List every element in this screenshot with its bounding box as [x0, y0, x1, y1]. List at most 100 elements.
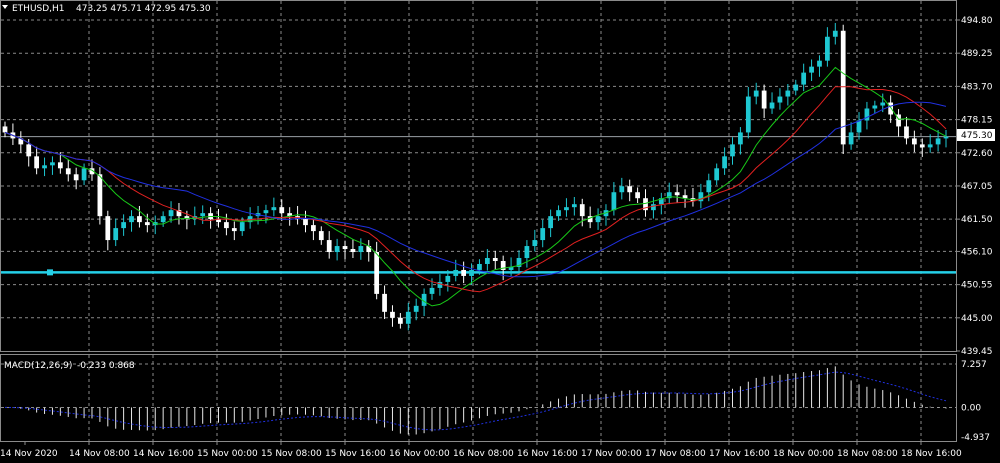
x-tick-label: 18 Nov 16:00 — [901, 449, 962, 459]
candle-body — [587, 216, 593, 223]
candle-body — [911, 138, 917, 145]
candle-body — [832, 30, 838, 37]
y-tick-label: 450.55 — [961, 281, 993, 291]
candle-body — [350, 249, 356, 253]
candle-body — [817, 60, 822, 67]
candle-body — [508, 266, 514, 270]
y-tick-label: 467.05 — [961, 182, 993, 192]
grid — [1, 1, 956, 441]
x-tick-label: 16 Nov 08:00 — [453, 449, 514, 459]
candle-body — [445, 275, 451, 282]
candle-body — [453, 269, 459, 276]
candle-body — [745, 96, 751, 133]
candle-body — [287, 213, 293, 217]
candle-body — [540, 228, 546, 241]
macd-tick-label: 0.00 — [961, 403, 981, 413]
candle-body — [469, 269, 474, 276]
candle-body — [761, 90, 767, 109]
candle-body — [627, 186, 633, 193]
candle-body — [366, 246, 372, 253]
x-tick-label: 15 Nov 08:00 — [261, 449, 322, 459]
macd-signal-line — [4, 371, 947, 431]
current-price-label: 475.30 — [961, 131, 993, 141]
candle-body — [65, 168, 71, 175]
main-panel-border — [0, 0, 957, 352]
candle-body — [81, 168, 87, 181]
level-handle[interactable] — [47, 269, 53, 276]
candle-body — [144, 222, 150, 226]
candle-body — [429, 287, 435, 294]
candle-body — [682, 195, 688, 199]
candle-body — [73, 174, 79, 181]
candle-body — [342, 246, 348, 250]
candle-body — [334, 246, 340, 253]
candle-body — [26, 144, 32, 157]
x-tick-label: 18 Nov 00:00 — [773, 449, 834, 459]
candle-body — [548, 216, 553, 229]
candle-body — [89, 168, 95, 175]
candle-body — [263, 210, 269, 214]
candle-body — [864, 108, 870, 121]
candle-body — [769, 102, 775, 109]
horizontal-level — [1, 136, 956, 276]
candle-body — [706, 180, 712, 193]
y-tick-label: 456.10 — [961, 247, 993, 257]
candle-body — [579, 204, 585, 217]
macd-tick-label: -4.937 — [961, 433, 990, 443]
x-tick-label: 16 Nov 16:00 — [517, 449, 578, 459]
y-tick-label: 461.50 — [961, 215, 993, 225]
candle-body — [437, 281, 443, 288]
candle-body — [674, 192, 680, 196]
y-tick-label: 494.80 — [961, 16, 993, 26]
x-tick-label: 17 Nov 00:00 — [581, 449, 642, 459]
candle-body — [643, 198, 648, 211]
candle-body — [374, 252, 380, 294]
candle-body — [160, 216, 166, 223]
y-tick-label: 472.60 — [961, 149, 993, 159]
candle-body — [801, 72, 807, 85]
candle-body — [571, 204, 577, 208]
candle-body — [935, 138, 941, 145]
candle-body — [279, 207, 285, 214]
candle-body — [34, 156, 40, 169]
x-tick-label: 18 Nov 08:00 — [837, 449, 898, 459]
candle-body — [722, 156, 727, 169]
candle-body — [666, 192, 672, 199]
ma-fast-line — [4, 66, 947, 307]
ma-mid-line — [4, 86, 947, 293]
macd-tick-label: 7.257 — [961, 360, 987, 370]
current-price-tag — [957, 129, 995, 141]
candle-body — [484, 258, 490, 264]
candle-body — [113, 228, 119, 241]
y-tick-label: 478.15 — [961, 116, 993, 126]
candle-body — [42, 165, 47, 169]
candle-body — [318, 231, 324, 241]
y-tick-label: 439.45 — [961, 347, 993, 357]
candle-body — [516, 258, 522, 267]
candle-body — [18, 138, 24, 145]
candle-body — [358, 246, 364, 253]
candle-body — [398, 317, 403, 324]
candle-body — [224, 222, 229, 229]
x-tick-label: 14 Nov 08:00 — [69, 449, 130, 459]
candle-body — [658, 198, 664, 205]
candle-body — [880, 102, 886, 106]
candle-body — [121, 222, 126, 229]
candle-body — [904, 126, 909, 139]
x-tick-label: 16 Nov 00:00 — [389, 449, 450, 459]
candle-body — [184, 216, 190, 220]
candle-body — [927, 144, 933, 148]
candle-body — [698, 192, 704, 202]
candle-body — [239, 222, 245, 232]
macd-panel-border — [0, 354, 957, 442]
ma-slow-line — [4, 101, 947, 278]
candle-body — [168, 210, 174, 217]
chevron-down-icon[interactable] — [2, 5, 8, 9]
candle-body — [619, 186, 625, 193]
candle-body — [231, 228, 237, 232]
macd-title: MACD(12,26,9) — [4, 361, 72, 371]
candle-body — [405, 311, 411, 324]
candle-body — [888, 102, 894, 115]
